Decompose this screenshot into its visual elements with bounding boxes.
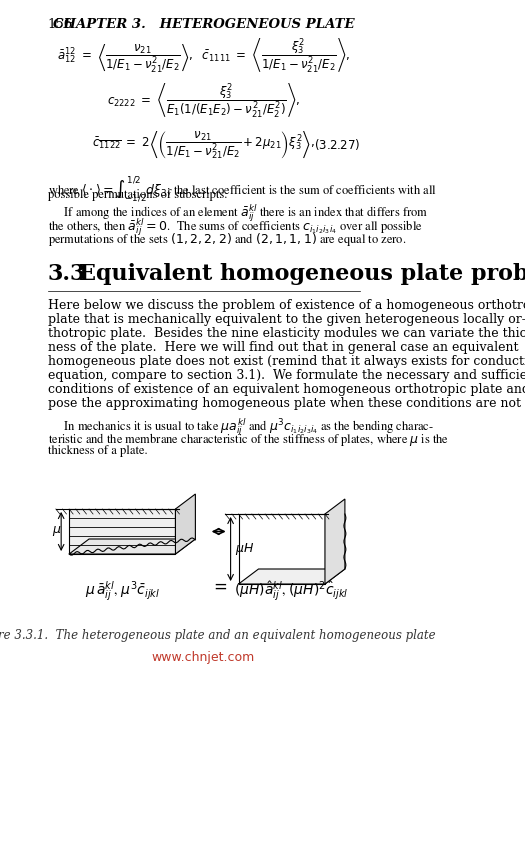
Text: 3.3: 3.3 (48, 263, 86, 285)
Text: CHAPTER 3.   HETEROGENEOUS PLATE: CHAPTER 3. HETEROGENEOUS PLATE (52, 18, 354, 31)
Text: where $\langle\cdot\rangle = \int_{-1/2}^{1/2}d\xi_3$; the last coefficient is t: where $\langle\cdot\rangle = \int_{-1/2}… (48, 175, 437, 204)
Text: the others, then $\bar{a}^{kl}_{ij}=0$.  The sums of coefficients $c_{i_1i_2i_3i: the others, then $\bar{a}^{kl}_{ij}=0$. … (48, 217, 423, 238)
Text: equation, compare to section 3.1).  We formulate the necessary and sufficient: equation, compare to section 3.1). We fo… (48, 369, 525, 382)
Text: $\bar{a}^{12}_{12}\ =\ \left\langle\dfrac{\nu_{21}}{1/E_1-\nu_{21}^2/E_2}\right\: $\bar{a}^{12}_{12}\ =\ \left\langle\dfra… (57, 36, 350, 74)
Text: $c_{2222}\ =\ \left\langle\dfrac{\xi_3^2}{E_1(1/(E_1E_2)-\nu_{21}^2/E_2^2)}\righ: $c_{2222}\ =\ \left\langle\dfrac{\xi_3^2… (107, 81, 300, 119)
Text: If among the indices of an element $\bar{a}^{kl}_{ij}$ there is an index that di: If among the indices of an element $\bar… (48, 203, 428, 225)
Text: pose the approximating homogeneous plate when these conditions are not true.: pose the approximating homogeneous plate… (48, 397, 525, 410)
Polygon shape (238, 514, 325, 584)
Text: thotropic plate.  Besides the nine elasticity modules we can variate the thick-: thotropic plate. Besides the nine elasti… (48, 327, 525, 340)
Polygon shape (69, 509, 175, 554)
Text: homogeneous plate does not exist (remind that it always exists for conductivity: homogeneous plate does not exist (remind… (48, 355, 525, 368)
Text: www.chnjet.com: www.chnjet.com (152, 651, 255, 664)
Text: 156: 156 (48, 18, 73, 31)
Text: ness of the plate.  Here we will find out that in general case an equivalent: ness of the plate. Here we will find out… (48, 341, 518, 354)
Text: Figure 3.3.1.  The heterogeneous plate and an equivalent homogeneous plate: Figure 3.3.1. The heterogeneous plate an… (0, 629, 436, 642)
Text: $(\mu H)\hat{a}^{kl}_{ij}$, $(\mu H)^2\hat{c}_{ijkl}$: $(\mu H)\hat{a}^{kl}_{ij}$, $(\mu H)^2\h… (235, 579, 349, 603)
Text: $\mu H$: $\mu H$ (235, 541, 255, 557)
Text: permutations of the sets $(1,2,2,2)$ and $(2,1,1,1)$ are equal to zero.: permutations of the sets $(1,2,2,2)$ and… (48, 231, 406, 248)
Polygon shape (175, 494, 195, 554)
Text: teristic and the membrane characteristic of the stiffness of plates, where $\mu$: teristic and the membrane characteristic… (48, 431, 449, 448)
Text: $(3.2.27)$: $(3.2.27)$ (314, 137, 360, 153)
Text: conditions of existence of an equivalent homogeneous orthotropic plate and pro-: conditions of existence of an equivalent… (48, 383, 525, 396)
Polygon shape (325, 499, 345, 584)
Text: $\mu\,\bar{a}^{kl}_{ij}$, $\mu^3\bar{c}_{ijkl}$: $\mu\,\bar{a}^{kl}_{ij}$, $\mu^3\bar{c}_… (85, 579, 160, 603)
Text: Equivalent homogeneous plate problem: Equivalent homogeneous plate problem (79, 263, 525, 285)
Text: In mechanics it is usual to take $\mu a^{kl}_{ij}$ and $\mu^3 c_{i_1i_2i_3i_4}$ : In mechanics it is usual to take $\mu a^… (48, 417, 434, 438)
Polygon shape (69, 539, 195, 554)
Text: $\mu$: $\mu$ (52, 525, 62, 538)
Text: Here below we discuss the problem of existence of a homogeneous orthotropic: Here below we discuss the problem of exi… (48, 299, 525, 312)
Text: $=$: $=$ (210, 579, 227, 595)
Text: $\bar{c}_{\overline{1122}}\ =\ 2\left\langle\left(\dfrac{\nu_{21}}{1/E_1-\nu_{21: $\bar{c}_{\overline{1122}}\ =\ 2\left\la… (92, 129, 315, 161)
Text: thickness of a plate.: thickness of a plate. (48, 445, 148, 457)
Text: plate that is mechanically equivalent to the given heterogeneous locally or-: plate that is mechanically equivalent to… (48, 313, 525, 326)
Polygon shape (238, 569, 345, 584)
Text: possible permutations of subscripts.: possible permutations of subscripts. (48, 189, 227, 201)
